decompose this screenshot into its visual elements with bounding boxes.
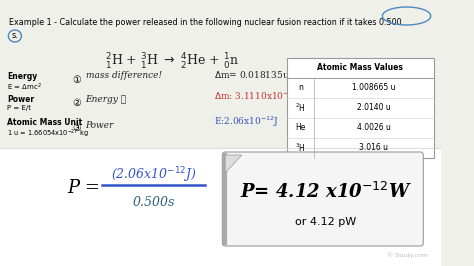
- Polygon shape: [225, 155, 242, 173]
- Text: $\Delta$m= 0.018135u: $\Delta$m= 0.018135u: [214, 69, 290, 81]
- Text: Atomic Mass Unit: Atomic Mass Unit: [8, 118, 82, 127]
- Bar: [0, 148, 441, 266]
- Text: ③: ③: [72, 123, 81, 133]
- Text: 2.0140 u: 2.0140 u: [357, 103, 391, 113]
- Text: E = $\Delta$mc$^2$: E = $\Delta$mc$^2$: [8, 82, 42, 93]
- Text: $\Delta$m: 3.1110x10$^{-29}$kg: $\Delta$m: 3.1110x10$^{-29}$kg: [214, 90, 309, 104]
- FancyBboxPatch shape: [222, 152, 423, 246]
- Text: ②: ②: [72, 98, 81, 108]
- Text: He: He: [295, 123, 306, 132]
- Text: $^3$H: $^3$H: [295, 142, 306, 154]
- Text: P = E/t: P = E/t: [8, 105, 31, 111]
- Text: $^2$H: $^2$H: [295, 102, 306, 114]
- Text: 0.500s: 0.500s: [132, 196, 175, 209]
- Text: mass difference!: mass difference!: [86, 70, 162, 80]
- Text: (2.06x10$^{-12}$J): (2.06x10$^{-12}$J): [110, 165, 196, 185]
- Text: $^2_1$H + $^3_1$H $\rightarrow$ $^4_2$He + $^1_0$n: $^2_1$H + $^3_1$H $\rightarrow$ $^4_2$He…: [105, 52, 239, 72]
- Text: Power: Power: [86, 120, 114, 130]
- Text: Atomic Mass Values: Atomic Mass Values: [317, 64, 403, 73]
- Text: Energy ✓: Energy ✓: [86, 95, 127, 105]
- Text: s.: s.: [11, 31, 18, 40]
- Text: P =: P =: [67, 179, 100, 197]
- Text: Example 1 - Calculate the power released in the following nuclear fusion reactio: Example 1 - Calculate the power released…: [9, 18, 402, 27]
- Text: Power: Power: [8, 95, 35, 104]
- Text: 3.016 u: 3.016 u: [359, 143, 389, 152]
- Text: 1 u = 1.66054x10$^{-27}$ kg: 1 u = 1.66054x10$^{-27}$ kg: [8, 128, 89, 140]
- Bar: [287, 58, 434, 158]
- Text: E:2.06x10$^{-12}$J: E:2.06x10$^{-12}$J: [214, 115, 279, 129]
- Text: P= 4.12 x10$^{-12}$W: P= 4.12 x10$^{-12}$W: [239, 182, 412, 202]
- Text: © Study.com: © Study.com: [387, 252, 428, 258]
- Text: 1.008665 u: 1.008665 u: [352, 84, 396, 93]
- Text: n: n: [298, 84, 303, 93]
- Text: Energy: Energy: [8, 72, 38, 81]
- Text: or 4.12 pW: or 4.12 pW: [295, 217, 356, 227]
- Text: 4.0026 u: 4.0026 u: [357, 123, 391, 132]
- Text: ①: ①: [72, 75, 81, 85]
